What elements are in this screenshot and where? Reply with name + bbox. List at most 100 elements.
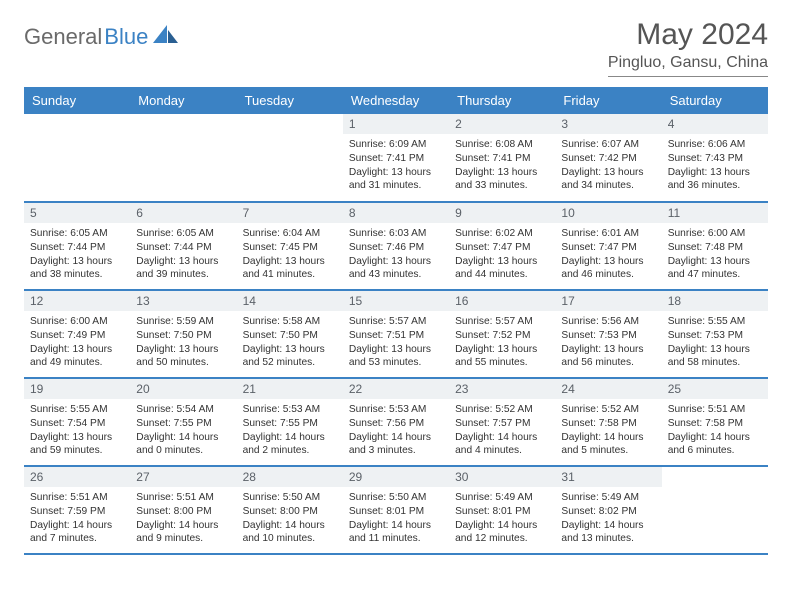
daylight-text: Daylight: 13 hours and 36 minutes. — [668, 166, 762, 194]
day-number: 31 — [555, 467, 661, 487]
calendar-cell — [130, 114, 236, 202]
day-details: Sunrise: 5:54 AMSunset: 7:55 PMDaylight:… — [130, 399, 236, 464]
sunrise-text: Sunrise: 5:55 AM — [668, 315, 762, 329]
sunset-text: Sunset: 7:51 PM — [349, 329, 443, 343]
day-number: 19 — [24, 379, 130, 399]
sunrise-text: Sunrise: 5:56 AM — [561, 315, 655, 329]
logo: General Blue — [24, 24, 179, 50]
day-number: 10 — [555, 203, 661, 223]
sunrise-text: Sunrise: 5:51 AM — [668, 403, 762, 417]
page-header: General Blue May 2024 Pingluo, Gansu, Ch… — [24, 18, 768, 77]
sunset-text: Sunset: 7:41 PM — [349, 152, 443, 166]
day-number: 2 — [449, 114, 555, 134]
sunset-text: Sunset: 7:47 PM — [455, 241, 549, 255]
day-header: Monday — [130, 87, 236, 114]
sunrise-text: Sunrise: 6:02 AM — [455, 227, 549, 241]
day-details: Sunrise: 6:05 AMSunset: 7:44 PMDaylight:… — [24, 223, 130, 288]
sunrise-text: Sunrise: 5:54 AM — [136, 403, 230, 417]
day-number: 26 — [24, 467, 130, 487]
day-number: 16 — [449, 291, 555, 311]
day-header: Sunday — [24, 87, 130, 114]
logo-text-part1: General — [24, 24, 102, 50]
sunset-text: Sunset: 7:42 PM — [561, 152, 655, 166]
day-number: 5 — [24, 203, 130, 223]
calendar-week-row: 5Sunrise: 6:05 AMSunset: 7:44 PMDaylight… — [24, 202, 768, 290]
daylight-text: Daylight: 14 hours and 10 minutes. — [243, 519, 337, 547]
sunset-text: Sunset: 8:02 PM — [561, 505, 655, 519]
sunrise-text: Sunrise: 6:05 AM — [136, 227, 230, 241]
day-number: 4 — [662, 114, 768, 134]
daylight-text: Daylight: 13 hours and 39 minutes. — [136, 255, 230, 283]
daylight-text: Daylight: 13 hours and 53 minutes. — [349, 343, 443, 371]
calendar-cell — [24, 114, 130, 202]
calendar-cell: 29Sunrise: 5:50 AMSunset: 8:01 PMDayligh… — [343, 466, 449, 554]
sunset-text: Sunset: 7:50 PM — [136, 329, 230, 343]
day-number: 17 — [555, 291, 661, 311]
calendar-cell: 25Sunrise: 5:51 AMSunset: 7:58 PMDayligh… — [662, 378, 768, 466]
day-details: Sunrise: 5:53 AMSunset: 7:55 PMDaylight:… — [237, 399, 343, 464]
calendar-cell: 20Sunrise: 5:54 AMSunset: 7:55 PMDayligh… — [130, 378, 236, 466]
sunrise-text: Sunrise: 5:51 AM — [30, 491, 124, 505]
sunset-text: Sunset: 8:00 PM — [136, 505, 230, 519]
day-number: 6 — [130, 203, 236, 223]
sunrise-text: Sunrise: 5:50 AM — [349, 491, 443, 505]
calendar-cell: 2Sunrise: 6:08 AMSunset: 7:41 PMDaylight… — [449, 114, 555, 202]
day-number: 24 — [555, 379, 661, 399]
calendar-body: 1Sunrise: 6:09 AMSunset: 7:41 PMDaylight… — [24, 114, 768, 554]
daylight-text: Daylight: 13 hours and 38 minutes. — [30, 255, 124, 283]
calendar-cell: 21Sunrise: 5:53 AMSunset: 7:55 PMDayligh… — [237, 378, 343, 466]
sunrise-text: Sunrise: 6:00 AM — [668, 227, 762, 241]
day-header: Tuesday — [237, 87, 343, 114]
day-details: Sunrise: 5:57 AMSunset: 7:52 PMDaylight:… — [449, 311, 555, 376]
day-number: 28 — [237, 467, 343, 487]
sunset-text: Sunset: 7:50 PM — [243, 329, 337, 343]
sunrise-text: Sunrise: 6:06 AM — [668, 138, 762, 152]
day-header: Thursday — [449, 87, 555, 114]
daylight-text: Daylight: 13 hours and 56 minutes. — [561, 343, 655, 371]
sunrise-text: Sunrise: 5:53 AM — [243, 403, 337, 417]
calendar-cell: 19Sunrise: 5:55 AMSunset: 7:54 PMDayligh… — [24, 378, 130, 466]
daylight-text: Daylight: 14 hours and 12 minutes. — [455, 519, 549, 547]
day-number: 3 — [555, 114, 661, 134]
daylight-text: Daylight: 14 hours and 4 minutes. — [455, 431, 549, 459]
sunset-text: Sunset: 7:58 PM — [561, 417, 655, 431]
daylight-text: Daylight: 13 hours and 58 minutes. — [668, 343, 762, 371]
sunset-text: Sunset: 7:52 PM — [455, 329, 549, 343]
sunrise-text: Sunrise: 5:52 AM — [561, 403, 655, 417]
sunrise-text: Sunrise: 6:04 AM — [243, 227, 337, 241]
location-label: Pingluo, Gansu, China — [608, 54, 768, 77]
sunrise-text: Sunrise: 6:03 AM — [349, 227, 443, 241]
daylight-text: Daylight: 14 hours and 3 minutes. — [349, 431, 443, 459]
calendar-cell: 28Sunrise: 5:50 AMSunset: 8:00 PMDayligh… — [237, 466, 343, 554]
sunset-text: Sunset: 7:54 PM — [30, 417, 124, 431]
title-block: May 2024 Pingluo, Gansu, China — [608, 18, 768, 77]
sunrise-text: Sunrise: 5:57 AM — [349, 315, 443, 329]
day-number: 11 — [662, 203, 768, 223]
day-number: 1 — [343, 114, 449, 134]
sunrise-text: Sunrise: 5:49 AM — [455, 491, 549, 505]
day-number: 9 — [449, 203, 555, 223]
calendar-cell: 9Sunrise: 6:02 AMSunset: 7:47 PMDaylight… — [449, 202, 555, 290]
daylight-text: Daylight: 13 hours and 52 minutes. — [243, 343, 337, 371]
day-details: Sunrise: 6:08 AMSunset: 7:41 PMDaylight:… — [449, 134, 555, 199]
calendar-cell: 16Sunrise: 5:57 AMSunset: 7:52 PMDayligh… — [449, 290, 555, 378]
day-header: Friday — [555, 87, 661, 114]
day-number: 22 — [343, 379, 449, 399]
sunset-text: Sunset: 7:53 PM — [668, 329, 762, 343]
calendar-cell: 11Sunrise: 6:00 AMSunset: 7:48 PMDayligh… — [662, 202, 768, 290]
day-number: 7 — [237, 203, 343, 223]
daylight-text: Daylight: 14 hours and 7 minutes. — [30, 519, 124, 547]
calendar-week-row: 19Sunrise: 5:55 AMSunset: 7:54 PMDayligh… — [24, 378, 768, 466]
daylight-text: Daylight: 13 hours and 47 minutes. — [668, 255, 762, 283]
day-header-row: Sunday Monday Tuesday Wednesday Thursday… — [24, 87, 768, 114]
sunrise-text: Sunrise: 5:53 AM — [349, 403, 443, 417]
day-details: Sunrise: 6:00 AMSunset: 7:48 PMDaylight:… — [662, 223, 768, 288]
sunset-text: Sunset: 7:53 PM — [561, 329, 655, 343]
sunrise-text: Sunrise: 5:52 AM — [455, 403, 549, 417]
sunrise-text: Sunrise: 6:05 AM — [30, 227, 124, 241]
day-details: Sunrise: 5:51 AMSunset: 7:58 PMDaylight:… — [662, 399, 768, 464]
calendar-cell: 23Sunrise: 5:52 AMSunset: 7:57 PMDayligh… — [449, 378, 555, 466]
day-number: 13 — [130, 291, 236, 311]
calendar-cell: 31Sunrise: 5:49 AMSunset: 8:02 PMDayligh… — [555, 466, 661, 554]
day-details: Sunrise: 5:49 AMSunset: 8:02 PMDaylight:… — [555, 487, 661, 552]
